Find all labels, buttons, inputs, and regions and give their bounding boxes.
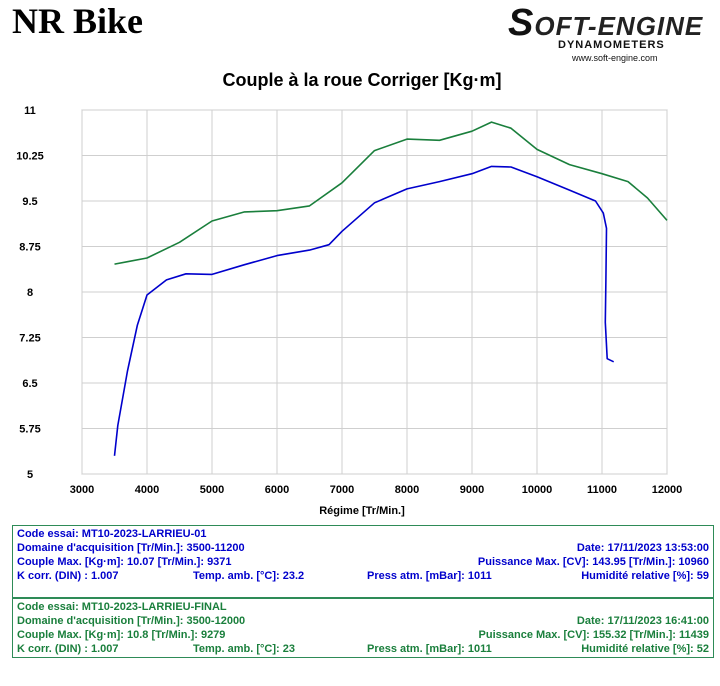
logo-url: www.soft-engine.com [572,53,658,63]
soft-engine-logo: SOFT-ENGINE DYNAMOMETERS www.soft-engine… [508,2,714,66]
run-humidity: Humidité relative [%]: 52 [581,643,709,655]
chart-title: Couple à la roue Corriger [Kg·m] [222,70,501,90]
logo-brand-rest: OFT-ENGINE [534,11,704,41]
x-tick-label: 7000 [330,484,354,496]
x-tick-label: 10000 [522,484,553,496]
y-tick-label: 8.75 [19,242,40,254]
x-axis-ticks: 3000 4000 5000 6000 7000 8000 9000 10000 11000 12… [70,484,683,496]
run-couple-max: Couple Max. [Kg·m]: 10.07 [Tr/Min.]: 937… [17,556,232,568]
run-humidity: Humidité relative [%]: 59 [581,570,709,582]
x-tick-label: 12000 [652,484,683,496]
y-tick-label: 8 [27,287,33,299]
x-tick-label: 8000 [395,484,419,496]
y-tick-label: 5.75 [19,424,40,436]
run-date: Date: 17/11/2023 16:41:00 [576,615,709,627]
y-tick-label: 6.5 [22,378,37,390]
logo-subtitle: DYNAMOMETERS [558,39,665,51]
y-tick-label: 10.25 [16,151,44,163]
run-press-atm: Press atm. [mBar]: 1011 [367,643,492,655]
y-tick-label: 5 [27,469,33,481]
run-k-corr: K corr. (DIN) : 1.007 [17,643,119,655]
x-tick-label: 11000 [587,484,617,496]
x-axis-label: Régime [Tr/Min.] [319,505,405,517]
y-axis-ticks: 5 5.75 6.5 7.25 8 8.75 9.5 10.25 11 [16,105,44,481]
page-title: NR Bike [12,1,144,41]
run-info-box-2: Code essai: MT10-2023-LARRIEU-FINAL Doma… [12,598,714,658]
x-tick-label: 3000 [70,484,94,496]
series-group [113,121,668,456]
run-temp-amb: Temp. amb. [°C]: 23 [193,643,295,655]
run-temp-amb: Temp. amb. [°C]: 23.2 [193,570,305,582]
run-press-atm: Press atm. [mBar]: 1011 [367,570,492,582]
x-tick-label: 9000 [460,484,484,496]
run-code: Code essai: MT10-2023-LARRIEU-01 [17,528,207,540]
run-couple-max: Couple Max. [Kg·m]: 10.8 [Tr/Min.]: 9279 [17,629,226,641]
grid [81,109,668,475]
y-tick-label: 11 [24,105,36,117]
torque-chart: Couple à la roue Corriger [Kg·m] 5 5.75 6.… [16,70,683,517]
run-date: Date: 17/11/2023 13:53:00 [576,542,709,554]
series-line-2 [113,165,615,456]
run-puissance-max: Puissance Max. [CV]: 155.32 [Tr/Min.]: 1… [478,629,709,641]
y-tick-label: 9.5 [22,196,37,208]
y-tick-label: 7.25 [19,333,40,345]
run-info-box-1: Code essai: MT10-2023-LARRIEU-01 Domaine… [12,525,714,598]
x-tick-label: 6000 [265,484,289,496]
run-puissance-max: Puissance Max. [CV]: 143.95 [Tr/Min.]: 1… [477,556,709,568]
x-tick-label: 5000 [200,484,224,496]
logo-brand: SOFT-ENGINE [508,2,703,45]
run-domain: Domaine d'acquisition [Tr/Min.]: 3500-12… [17,615,246,627]
run-domain: Domaine d'acquisition [Tr/Min.]: 3500-11… [17,542,245,554]
run-k-corr: K corr. (DIN) : 1.007 [17,570,119,582]
series-line-1 [114,121,668,265]
run-code: Code essai: MT10-2023-LARRIEU-FINAL [17,601,227,613]
logo-brand-s: S [508,2,535,44]
x-tick-label: 4000 [135,484,159,496]
